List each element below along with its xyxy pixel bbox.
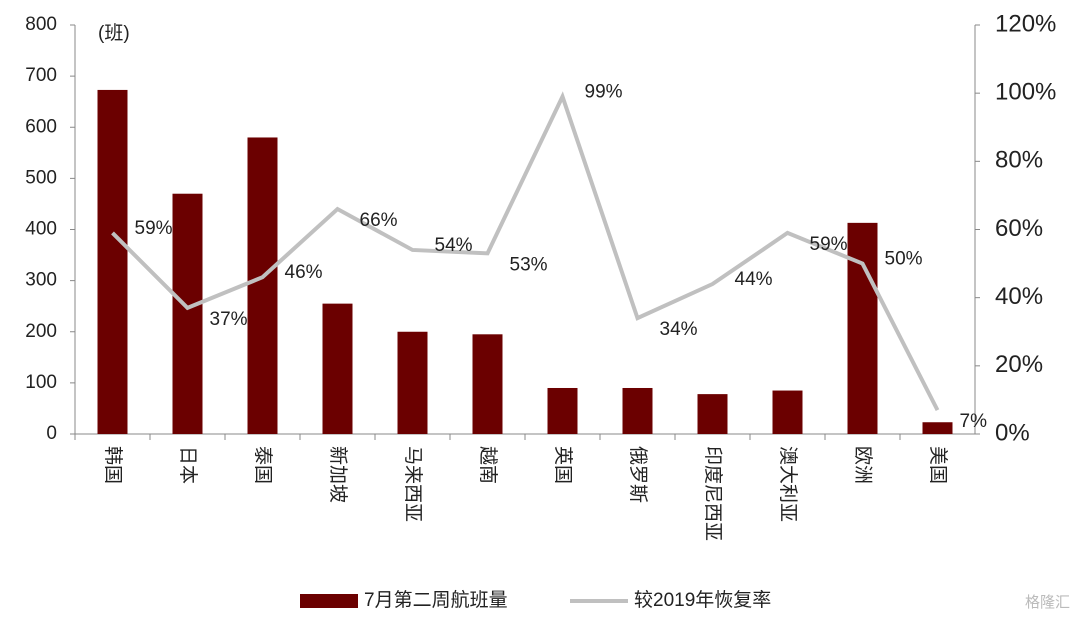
x-tick-label: 新加坡	[327, 446, 349, 503]
x-tick-label: 印度尼西亚	[702, 446, 724, 541]
bar	[847, 222, 878, 434]
y2-tick-label: 0%	[995, 419, 1030, 446]
data-label: 59%	[810, 234, 848, 255]
y-tick-label: 100	[25, 372, 57, 393]
bar	[397, 331, 428, 434]
line	[111, 91, 940, 412]
y2-tick-label: 60%	[995, 215, 1043, 242]
data-label: 54%	[435, 235, 473, 256]
legend-label: 7月第二周航班量	[364, 589, 508, 611]
y-tick-label: 300	[25, 270, 57, 291]
y-tick-label: 500	[25, 167, 57, 188]
data-label: 37%	[210, 309, 248, 330]
y2-tick-label: 100%	[995, 79, 1056, 106]
data-label: 66%	[360, 210, 398, 231]
y-axis-label: (班)	[98, 22, 130, 44]
data-label: 46%	[285, 262, 323, 283]
data-label: 99%	[585, 82, 623, 103]
data-label: 44%	[735, 269, 773, 290]
x-tick-label: 马来西亚	[402, 446, 424, 522]
y2-tick-label: 40%	[995, 283, 1043, 310]
x-tick-label: 越南	[477, 446, 499, 484]
bar	[97, 89, 128, 435]
x-tick-label: 韩国	[102, 446, 124, 484]
legend-swatch	[300, 594, 358, 608]
data-label: 53%	[510, 254, 548, 275]
bar	[322, 303, 353, 434]
y2-tick-label: 80%	[995, 147, 1043, 174]
y-tick-label: 400	[25, 219, 57, 240]
bar	[247, 137, 278, 434]
y2-tick-label: 120%	[995, 10, 1056, 37]
watermark: 格隆汇	[1025, 594, 1070, 611]
data-label: 34%	[660, 319, 698, 340]
x-tick-label: 泰国	[252, 446, 274, 484]
y-tick-label: 700	[25, 65, 57, 86]
x-tick-label: 英国	[552, 446, 574, 484]
x-tick-label: 欧洲	[852, 446, 874, 484]
y-tick-label: 0	[46, 423, 57, 444]
bar	[922, 422, 953, 434]
bar	[772, 390, 803, 434]
data-label: 59%	[135, 218, 173, 239]
bar	[472, 334, 503, 434]
bar	[172, 193, 203, 434]
data-label: 50%	[885, 249, 923, 270]
legend-label: 较2019年恢复率	[634, 589, 771, 611]
y-tick-label: 200	[25, 321, 57, 342]
x-tick-label: 日本	[177, 446, 199, 484]
x-tick-label: 美国	[927, 446, 949, 484]
bar	[697, 394, 728, 434]
data-label: 7%	[960, 411, 988, 432]
bar	[622, 387, 653, 434]
x-tick-label: 俄罗斯	[627, 446, 649, 503]
x-tick-label: 澳大利亚	[777, 446, 799, 522]
y-tick-label: 800	[25, 14, 57, 35]
y-tick-label: 600	[25, 116, 57, 137]
y2-tick-label: 20%	[995, 351, 1043, 378]
bar	[547, 387, 578, 434]
